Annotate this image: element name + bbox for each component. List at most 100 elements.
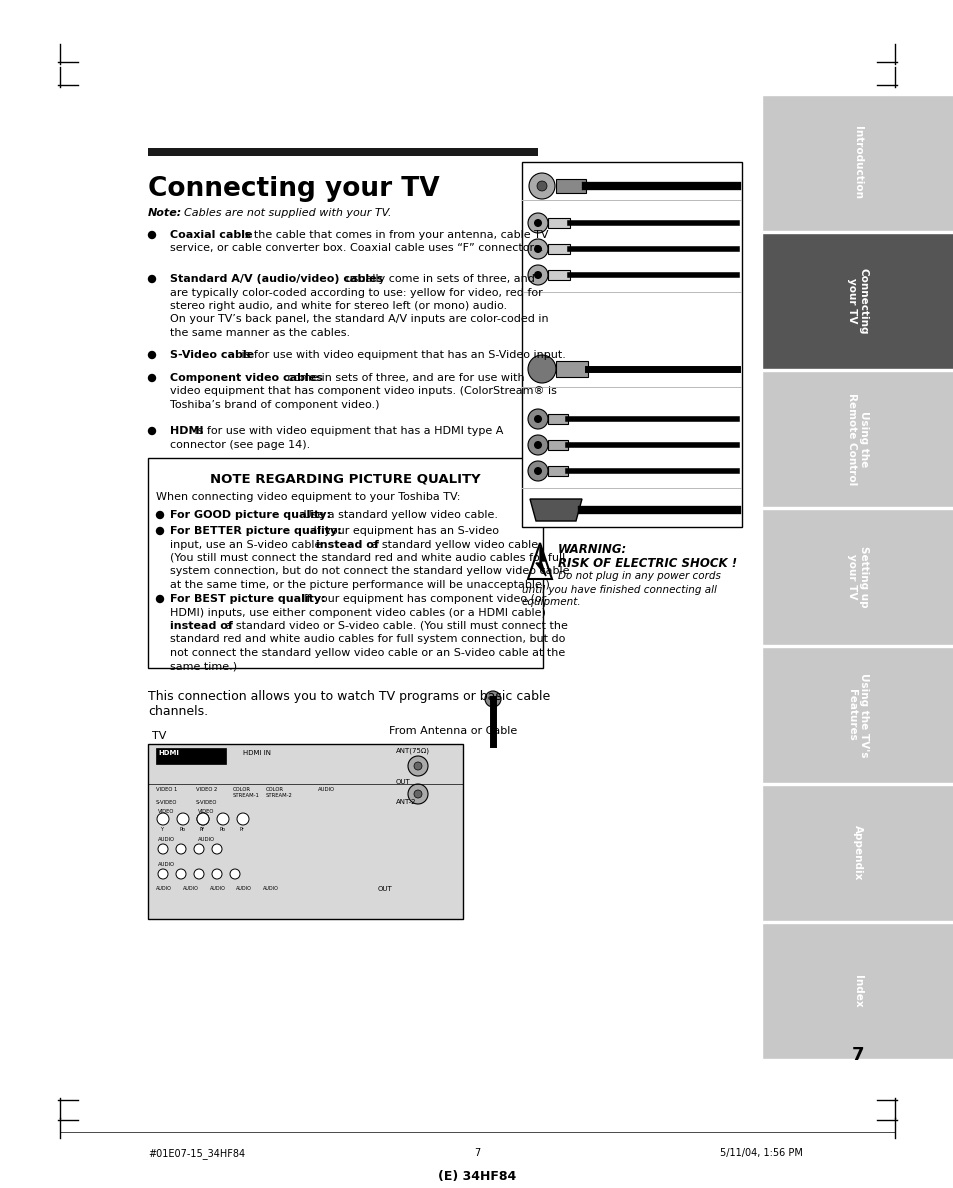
Circle shape <box>212 868 222 879</box>
Text: (You still must connect the standard red and white audio cables for full: (You still must connect the standard red… <box>170 552 565 563</box>
Bar <box>521 162 741 527</box>
Text: AUDIO: AUDIO <box>156 886 172 891</box>
Text: AUDIO: AUDIO <box>210 886 226 891</box>
Bar <box>148 459 542 668</box>
Text: COLOR
STREAM-2: COLOR STREAM-2 <box>266 786 293 798</box>
Circle shape <box>534 271 541 279</box>
Text: HDMI: HDMI <box>170 426 203 436</box>
Text: 5/11/04, 1:56 PM: 5/11/04, 1:56 PM <box>720 1148 802 1158</box>
Circle shape <box>212 843 222 854</box>
Circle shape <box>149 352 155 359</box>
Circle shape <box>156 527 163 535</box>
Text: instead of: instead of <box>170 621 233 631</box>
Text: come in sets of three, and are for use with: come in sets of three, and are for use w… <box>284 373 524 383</box>
Circle shape <box>149 232 155 239</box>
Text: Connecting
your TV: Connecting your TV <box>846 267 868 334</box>
Circle shape <box>408 756 428 776</box>
Circle shape <box>527 265 547 285</box>
Circle shape <box>527 409 547 429</box>
Text: not connect the standard yellow video cable or an S-video cable at the: not connect the standard yellow video ca… <box>170 647 565 658</box>
Text: OUT: OUT <box>395 779 411 785</box>
Circle shape <box>527 461 547 481</box>
Text: HDMI IN: HDMI IN <box>243 750 271 756</box>
Bar <box>547 413 567 424</box>
Text: COLOR
STREAM-1: COLOR STREAM-1 <box>233 786 259 798</box>
Circle shape <box>527 213 547 233</box>
Text: 7: 7 <box>851 1045 863 1064</box>
Text: Do not plug in any power cords: Do not plug in any power cords <box>558 571 720 581</box>
Text: system connection, but do not connect the standard yellow video cable: system connection, but do not connect th… <box>170 567 569 576</box>
Circle shape <box>534 219 541 227</box>
Text: Connecting your TV: Connecting your TV <box>148 176 439 202</box>
Text: equipment.: equipment. <box>521 598 581 607</box>
Bar <box>547 466 567 476</box>
Circle shape <box>537 181 546 191</box>
Text: Coaxial cable: Coaxial cable <box>170 230 253 240</box>
Text: HDMI: HDMI <box>158 750 178 756</box>
Text: Setting up
your TV: Setting up your TV <box>846 546 868 608</box>
Circle shape <box>156 512 163 518</box>
Text: HDMI) inputs, use either component video cables (or a HDMI cable): HDMI) inputs, use either component video… <box>170 607 545 618</box>
Circle shape <box>230 868 240 879</box>
Text: S-Video cable: S-Video cable <box>170 350 253 360</box>
Text: VIDEO 1: VIDEO 1 <box>156 786 177 792</box>
Bar <box>148 148 537 156</box>
Circle shape <box>527 239 547 259</box>
Text: VIDEO: VIDEO <box>158 809 174 814</box>
Text: input, use an S-video cable: input, use an S-video cable <box>170 539 325 550</box>
Text: Appendix: Appendix <box>852 826 862 880</box>
Text: Standard A/V (audio/video) cables: Standard A/V (audio/video) cables <box>170 274 383 284</box>
Bar <box>547 244 569 254</box>
Text: AUDIO: AUDIO <box>158 838 174 842</box>
Text: WARNING:: WARNING: <box>558 543 626 556</box>
Circle shape <box>484 691 500 707</box>
Polygon shape <box>527 543 552 579</box>
Text: instead of: instead of <box>315 539 378 550</box>
Text: VIDEO 2: VIDEO 2 <box>195 786 217 792</box>
Text: For BEST picture quality:: For BEST picture quality: <box>170 594 325 604</box>
Bar <box>547 219 569 228</box>
Bar <box>761 785 953 921</box>
Circle shape <box>149 276 155 283</box>
Circle shape <box>534 245 541 253</box>
Text: When connecting video equipment to your Toshiba TV:: When connecting video equipment to your … <box>156 492 460 503</box>
Text: video equipment that has component video inputs. (ColorStream® is: video equipment that has component video… <box>170 386 557 397</box>
Text: For BETTER picture quality:: For BETTER picture quality: <box>170 526 341 536</box>
Text: at the same time, or the picture performance will be unacceptable.): at the same time, or the picture perform… <box>170 580 549 590</box>
Text: (E) 34HF84: (E) 34HF84 <box>437 1170 516 1183</box>
Circle shape <box>156 595 163 602</box>
Circle shape <box>193 868 204 879</box>
Text: are typically color-coded according to use: yellow for video, red for: are typically color-coded according to u… <box>170 287 542 297</box>
Text: On your TV’s back panel, the standard A/V inputs are color-coded in: On your TV’s back panel, the standard A/… <box>170 315 548 324</box>
Circle shape <box>236 813 249 824</box>
Polygon shape <box>536 546 545 576</box>
Text: For GOOD picture quality:: For GOOD picture quality: <box>170 510 331 520</box>
Text: stereo right audio, and white for stereo left (or mono) audio.: stereo right audio, and white for stereo… <box>170 301 507 311</box>
Text: connector (see page 14).: connector (see page 14). <box>170 440 310 449</box>
Bar <box>556 361 587 377</box>
Text: If your equipment has component video (or: If your equipment has component video (o… <box>299 594 546 604</box>
Circle shape <box>216 813 229 824</box>
Circle shape <box>414 762 421 770</box>
Text: is the cable that comes in from your antenna, cable TV: is the cable that comes in from your ant… <box>237 230 548 240</box>
Text: same time.): same time.) <box>170 662 237 671</box>
Text: Toshiba’s brand of component video.): Toshiba’s brand of component video.) <box>170 400 379 410</box>
Circle shape <box>527 435 547 455</box>
Text: Introduction: Introduction <box>852 126 862 200</box>
Text: Use a standard yellow video cable.: Use a standard yellow video cable. <box>299 510 497 520</box>
Bar <box>761 647 953 783</box>
Text: ANT(75Ω): ANT(75Ω) <box>395 748 430 754</box>
Bar <box>547 270 569 280</box>
Circle shape <box>408 784 428 804</box>
Circle shape <box>196 813 209 824</box>
Circle shape <box>534 441 541 449</box>
Text: is for use with video equipment that has a HDMI type A: is for use with video equipment that has… <box>191 426 502 436</box>
Text: Y: Y <box>200 827 203 832</box>
Text: service, or cable converter box. Coaxial cable uses “F” connectors.: service, or cable converter box. Coaxial… <box>170 244 543 253</box>
Text: TV: TV <box>152 731 166 741</box>
Text: #01E07-15_34HF84: #01E07-15_34HF84 <box>148 1148 245 1159</box>
Text: Note:: Note: <box>148 208 182 219</box>
Text: until you have finished connecting all: until you have finished connecting all <box>521 584 716 595</box>
Text: a standard yellow video cable.: a standard yellow video cable. <box>367 539 540 550</box>
Circle shape <box>490 696 496 702</box>
